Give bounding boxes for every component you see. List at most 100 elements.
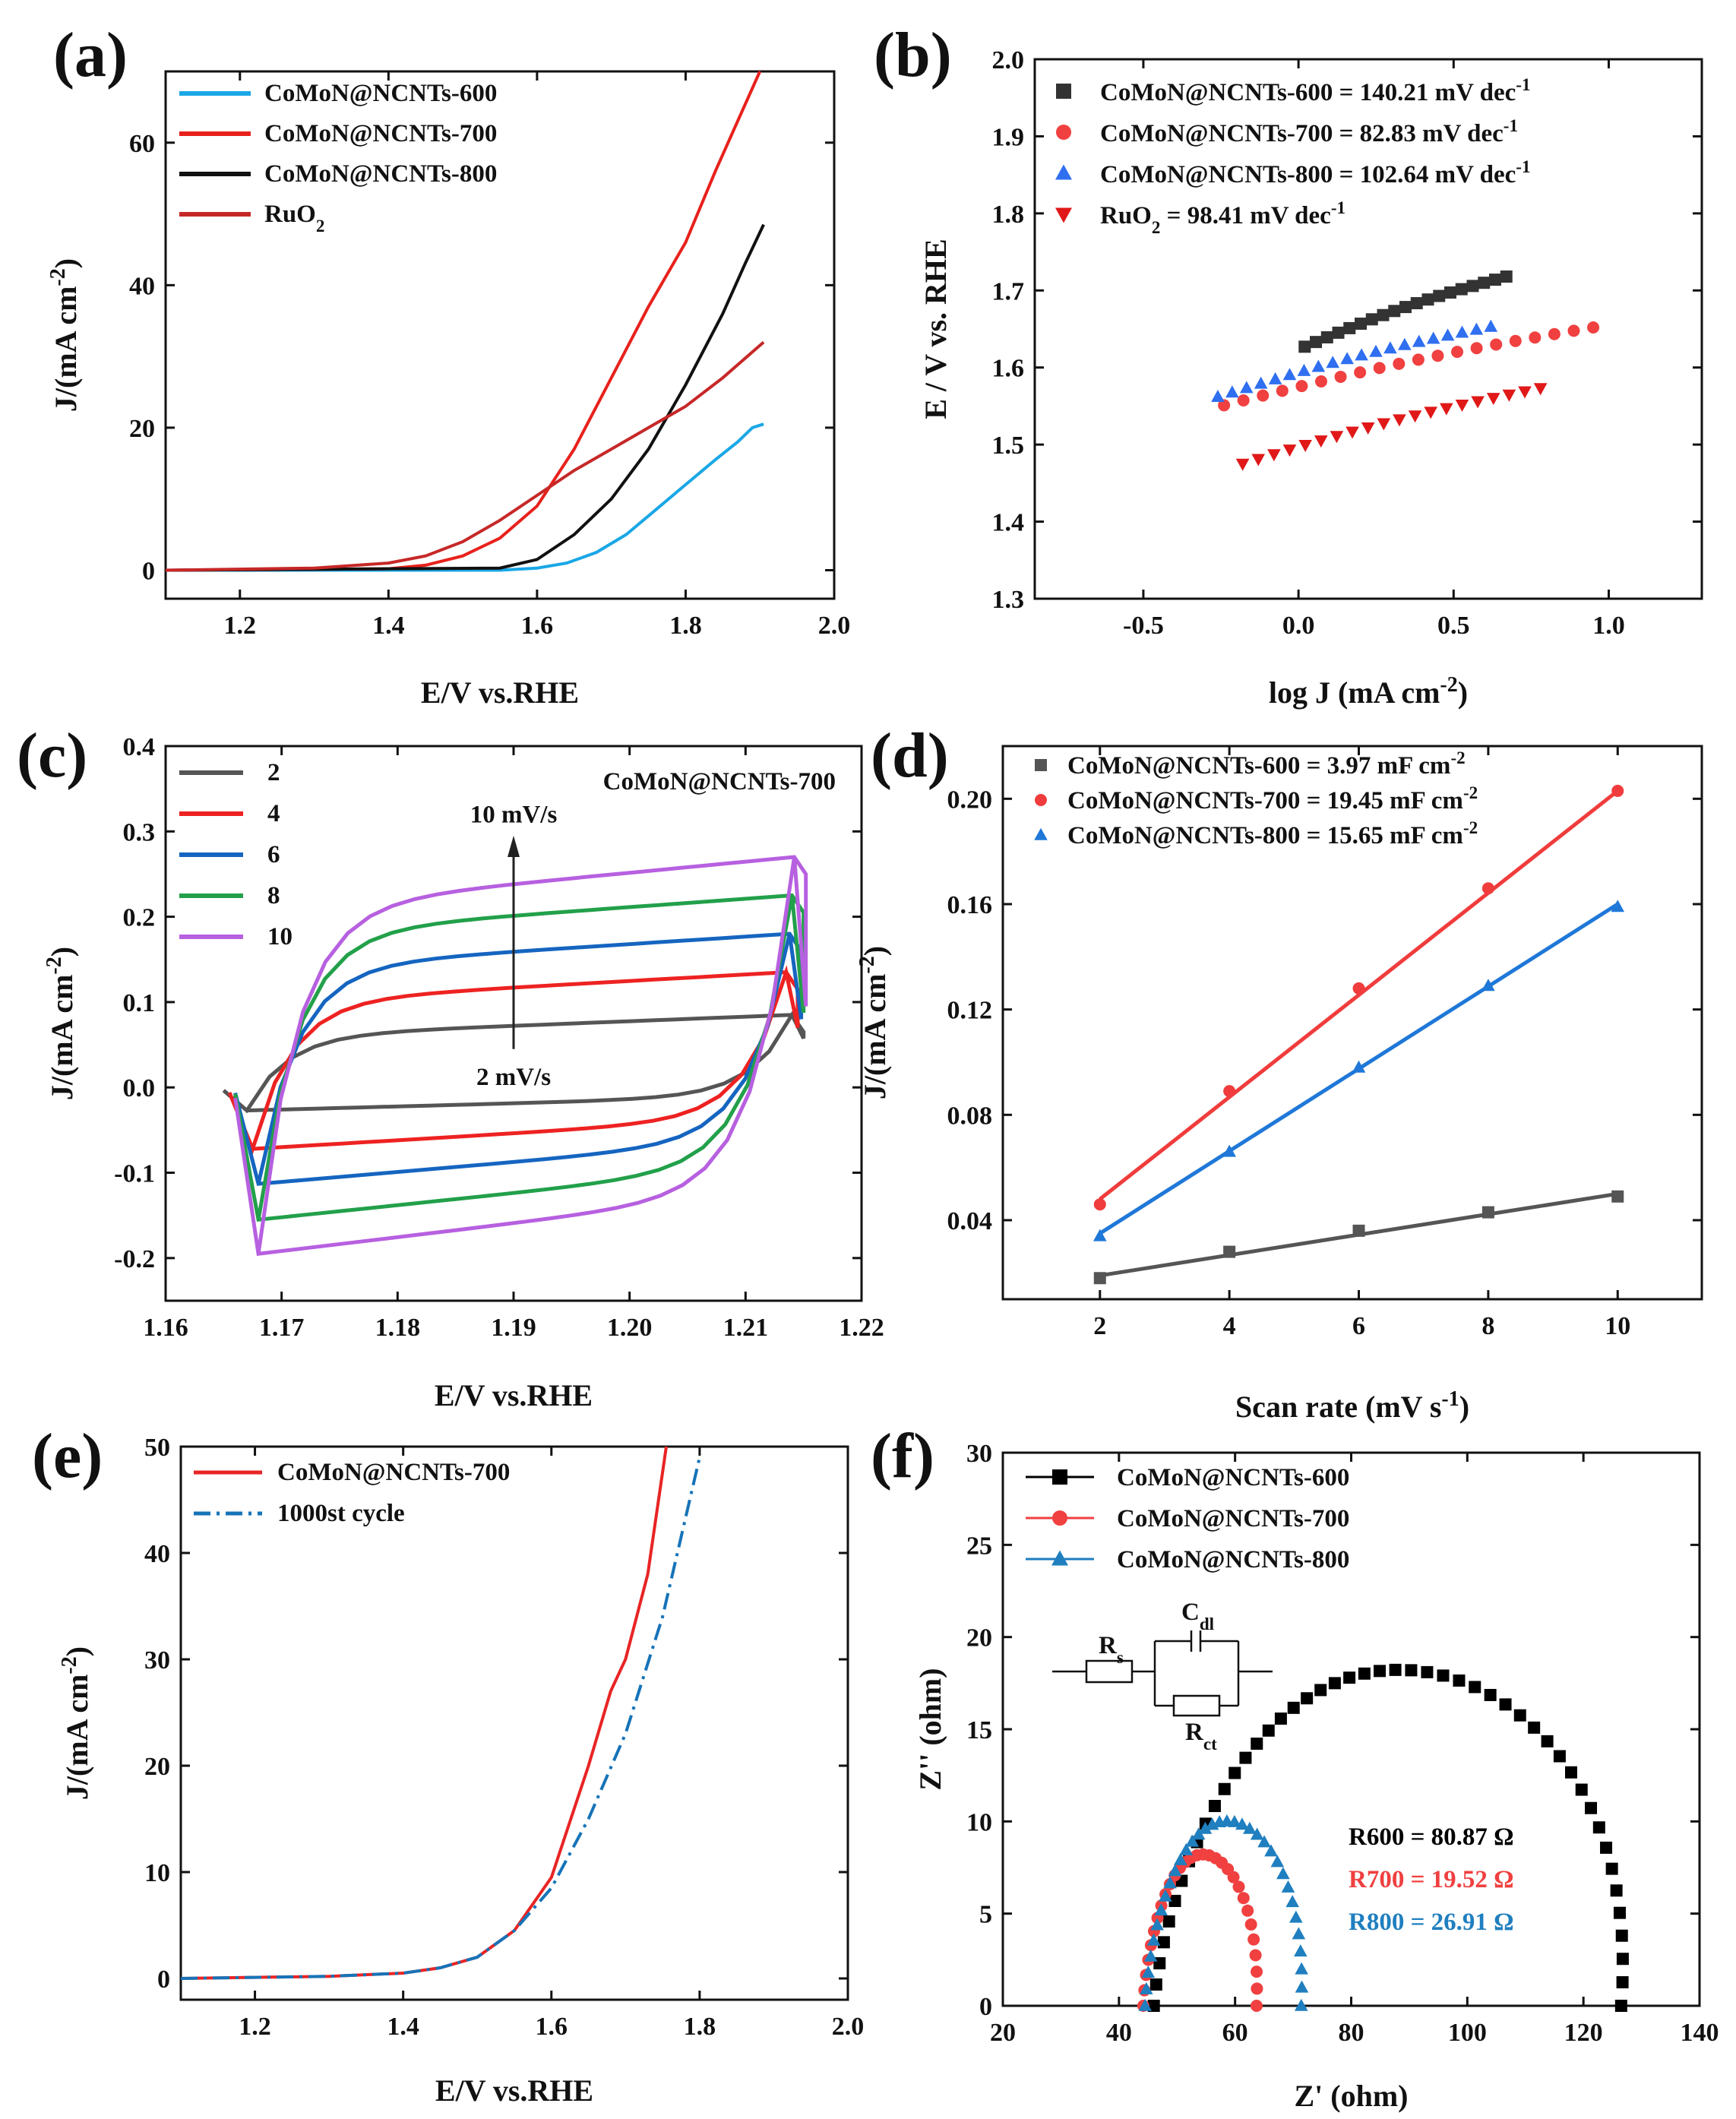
c-legend-label: 6 — [267, 841, 280, 868]
e-y-tick-label: 30 — [144, 1646, 170, 1675]
b-data-point — [1297, 363, 1311, 376]
d-legend-label-sup: -2 — [1450, 748, 1465, 767]
b-data-point — [1398, 337, 1412, 350]
f-data-point — [1227, 1871, 1240, 1883]
d-x-tick-label: 6 — [1352, 1312, 1365, 1340]
b-data-point — [1470, 342, 1483, 355]
b-data-point — [1548, 327, 1561, 340]
d-x-tick-label: 2 — [1093, 1312, 1106, 1340]
f-circuit-rs-resistor — [1085, 1659, 1134, 1684]
a-y-tick-label: 20 — [129, 415, 155, 443]
a-x-axis-label: E/V vs.RHE — [421, 675, 579, 710]
c-y-tick-label: 0.2 — [123, 904, 156, 932]
f-circuit-cdl-label: Cdl — [1181, 1599, 1215, 1634]
f-data-point — [1218, 1782, 1231, 1795]
b-data-point — [1354, 366, 1367, 379]
f-y-tick-label: 20 — [966, 1624, 992, 1653]
d-data-point — [1223, 1085, 1236, 1098]
b-data-point — [1276, 384, 1289, 397]
c-panel-letter: (c) — [17, 720, 87, 791]
d-legend-label: CoMoN@NCNTs-600 = 3.97 mF cm-2 — [1067, 748, 1466, 780]
c-x-tick-label: 1.18 — [375, 1314, 421, 1342]
f-panel-letter: (f) — [871, 1421, 934, 1491]
b-data-point — [1490, 338, 1503, 351]
d-data-point — [1223, 1245, 1236, 1258]
c-x-tick-label: 1.17 — [259, 1314, 305, 1342]
f-y-tick-label: 10 — [966, 1808, 992, 1836]
b-data-point — [1295, 380, 1308, 393]
b-data-point — [1211, 390, 1225, 403]
f-legend-label: CoMoN@NCNTs-700 — [1117, 1505, 1349, 1532]
f-x-tick-label: 140 — [1681, 2019, 1719, 2047]
d-data-point — [1481, 979, 1495, 992]
f-resistance-label: R800 = 26.91 Ω — [1349, 1909, 1514, 1936]
f-data-point — [1469, 1681, 1481, 1694]
f-data-point — [1146, 1933, 1161, 1946]
b-y-tick-label: 1.9 — [992, 123, 1025, 151]
b-data-point — [1393, 357, 1406, 370]
b-data-point — [1345, 426, 1359, 439]
f-data-point — [1610, 1884, 1623, 1897]
f-y-tick-label: 15 — [966, 1716, 992, 1744]
f-x-tick-label: 100 — [1448, 2019, 1487, 2047]
a-series-line — [165, 340, 765, 572]
d-y-tick-label: 0.08 — [947, 1102, 993, 1130]
f-circuit-cdl-label-main: C — [1181, 1599, 1200, 1626]
e-panel-letter: (e) — [32, 1421, 103, 1491]
a-legend-label-sub: 2 — [316, 216, 325, 236]
f-data-point — [1162, 1915, 1175, 1928]
f-y-tick-label: 30 — [966, 1440, 992, 1468]
b-data-point — [1282, 368, 1297, 381]
b-data-point — [1310, 336, 1323, 349]
f-data-point — [1585, 1801, 1598, 1814]
f-x-axis-label: Z' (ohm) — [1295, 2079, 1409, 2113]
f-y-tick-label: 0 — [979, 1993, 992, 2021]
d-data-point — [1481, 1206, 1494, 1219]
e-legend-label: CoMoN@NCNTs-700 — [277, 1459, 510, 1486]
b-data-point — [1320, 331, 1333, 343]
f-data-point — [1358, 1667, 1371, 1680]
b-data-point — [1529, 331, 1542, 344]
f-data-point — [1228, 1766, 1241, 1779]
c-chart-title: CoMoN@NCNTs-700 — [603, 768, 836, 795]
c-y-axis-label-main: J/(mA cm — [45, 975, 79, 1101]
b-legend-label: CoMoN@NCNTs-600 = 140.21 mV dec-1 — [1100, 74, 1531, 106]
f-data-point — [1314, 1684, 1327, 1697]
a-y-axis-label-main: J/(mA cm — [49, 286, 83, 413]
d-data-point — [1611, 900, 1625, 912]
f-data-point — [1147, 2000, 1160, 2012]
f-data-point — [1484, 1688, 1497, 1701]
b-panel-letter: (b) — [874, 20, 952, 90]
f-data-point — [1244, 1918, 1257, 1931]
a-legend-label: CoMoN@NCNTs-600 — [264, 80, 497, 107]
c-cv-loop — [222, 1010, 806, 1114]
f-data-point — [1421, 1665, 1434, 1678]
f-y-tick-label: 5 — [979, 1901, 992, 1929]
f-circuit-cdl-label-sub: dl — [1200, 1614, 1215, 1634]
b-data-point — [1421, 293, 1434, 306]
a-y-axis-label: J/(mA cm-2) — [46, 258, 84, 412]
b-data-point — [1251, 454, 1266, 466]
a-series-line — [165, 223, 765, 572]
b-legend-label-main: CoMoN@NCNTs-800 = 102.64 mV dec — [1100, 161, 1516, 188]
b-data-point — [1440, 403, 1453, 416]
c-cv-loop — [233, 893, 806, 1222]
b-data-point — [1373, 362, 1386, 375]
b-x-tick-label: 0.5 — [1437, 612, 1470, 640]
b-data-point — [1412, 353, 1425, 366]
f-data-point — [1249, 1949, 1262, 1962]
f-data-point — [1140, 1981, 1153, 1994]
f-data-point — [1241, 1904, 1254, 1917]
f-circuit-rct-label-main: R — [1185, 1719, 1204, 1746]
d-y-tick-label: 0.20 — [947, 786, 993, 814]
f-data-point — [1328, 1677, 1341, 1690]
c-y-axis-label-end: ) — [45, 947, 79, 957]
b-y-tick-label: 1.3 — [992, 586, 1025, 614]
b-data-point — [1587, 321, 1600, 334]
f-data-point — [1141, 1966, 1156, 1978]
b-data-point — [1469, 322, 1484, 335]
f-resistance-label: R600 = 80.87 Ω — [1349, 1823, 1514, 1851]
f-data-point — [1294, 1944, 1308, 1957]
e-y-axis-label-end: ) — [60, 1646, 94, 1656]
f-data-point — [1264, 1844, 1278, 1857]
